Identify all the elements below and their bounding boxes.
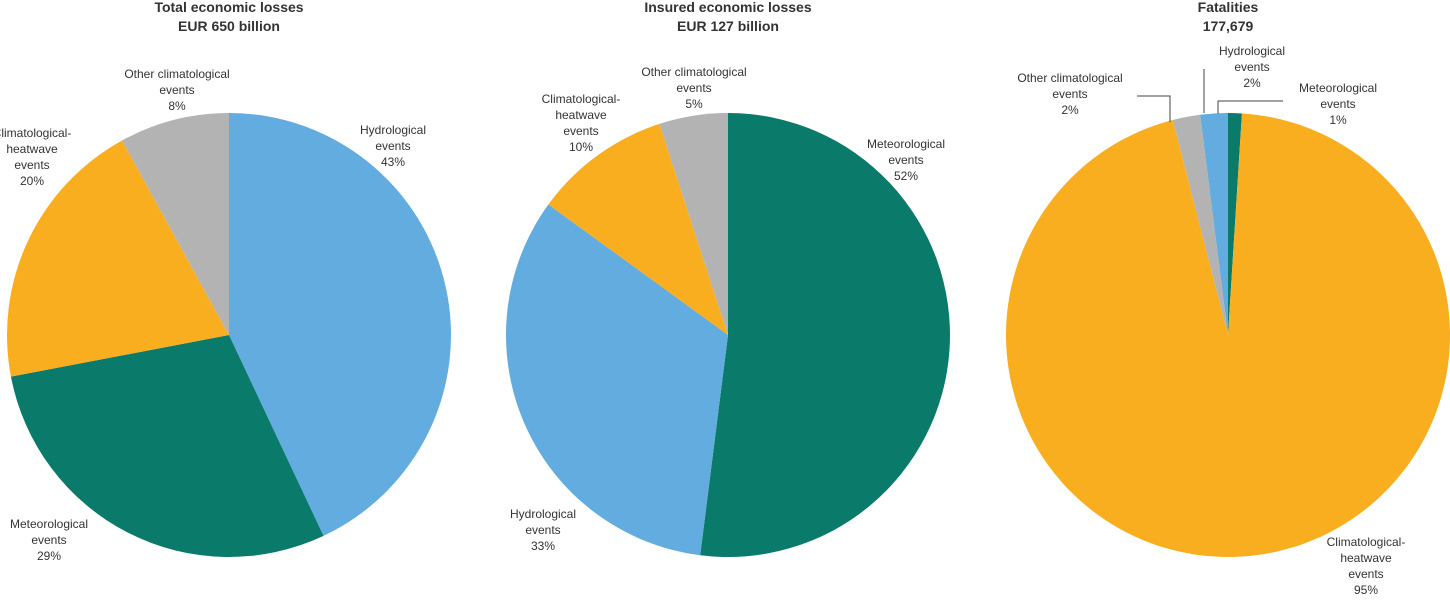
slice-label-climatological-heatwave-events: Climatological-heatwave events 10% [542, 92, 621, 154]
slice-label-meteorological-events: Meteorological events 52% [867, 137, 945, 183]
slice-label-other-climatological-events: Other climatological events 2% [1017, 71, 1122, 117]
pie-slice-other-climatological-events [1172, 114, 1228, 335]
slice-label-other-climatological-events: Other climatological events 8% [124, 67, 229, 113]
pie-slice-other-climatological-events [659, 113, 728, 335]
pie-slice-climatological-heatwave-events [1006, 113, 1450, 557]
leader-line [1217, 100, 1283, 114]
slice-label-climatological-heatwave-events: Climatological-heatwave events 95% [1327, 535, 1406, 597]
slice-label-climatological-heatwave-events: Climatological-heatwave events 20% [0, 126, 71, 188]
chart-subtitle: EUR 127 billion [677, 18, 779, 34]
pie-slice-meteorological-events [10, 335, 324, 557]
pie-slice-meteorological-events [700, 113, 950, 557]
slice-label-meteorological-events: Meteorological events 29% [10, 517, 88, 563]
chart-title: Fatalities [1198, 0, 1259, 15]
pie-slice-climatological-heatwave-events [548, 123, 728, 336]
chart-title: Total economic losses [154, 0, 303, 15]
chart-title: Insured economic losses [644, 0, 811, 15]
slice-label-hydrological-events: Hydrological events 43% [360, 123, 426, 169]
chart-subtitle: 177,679 [1203, 18, 1254, 34]
pie-slice-hydrological-events [229, 113, 451, 536]
pie-slice-hydrological-events [505, 204, 728, 556]
pie-chart-2: Insured economic losses EUR 127 billion Me… [505, 0, 950, 557]
pie-chart-3: Fatalities 177,679 Meteorological events 1% C… [1006, 0, 1450, 597]
slice-label-hydrological-events: Hydrological events 2% [1219, 44, 1285, 90]
slice-label-other-climatological-events: Other climatological events 5% [641, 65, 746, 111]
pie-slice-hydrological-events [1200, 113, 1228, 335]
pie-slice-meteorological-events [1228, 113, 1242, 335]
pie-slice-climatological-heatwave-events [6, 140, 229, 377]
pie-slice-other-climatological-events [122, 113, 229, 335]
slice-label-meteorological-events: Meteorological events 1% [1299, 81, 1377, 127]
slice-label-hydrological-events: Hydrological events 33% [510, 507, 576, 553]
leader-line [1137, 95, 1171, 122]
chart-subtitle: EUR 650 billion [178, 18, 280, 34]
pie-chart-1: Total economic losses EUR 650 billion Hydr… [0, 0, 451, 563]
